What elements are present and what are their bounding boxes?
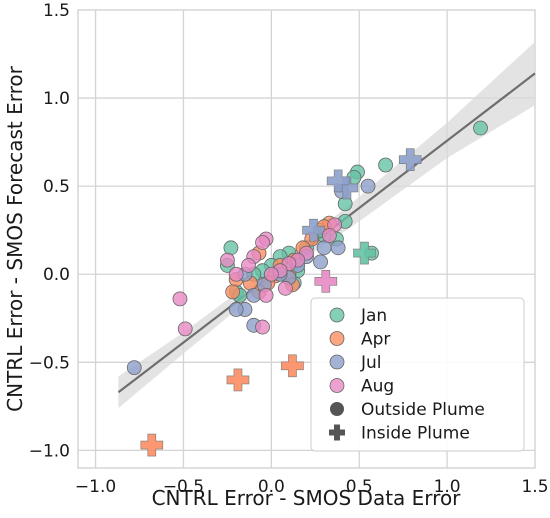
legend: Jan Apr Jul Aug Outside Plume Inside Plume bbox=[310, 297, 525, 452]
point-jul-inside bbox=[398, 148, 422, 172]
x-tick-label: 1.5 bbox=[521, 477, 548, 497]
point-aug-outside bbox=[255, 319, 270, 335]
point-aug-outside bbox=[172, 291, 188, 307]
point-jul-outside bbox=[316, 240, 332, 256]
point-jan-outside bbox=[223, 240, 239, 256]
point-aug-outside bbox=[258, 287, 274, 303]
point-jul-outside bbox=[330, 240, 346, 256]
x-tick-label: 0.0 bbox=[258, 477, 285, 497]
legend-marker-apr bbox=[329, 331, 345, 346]
y-tick-labels: −1.0 −0.5 0.0 0.5 1.0 1.5 bbox=[29, 1, 70, 461]
y-tick-label: −0.5 bbox=[29, 353, 70, 373]
legend-label-jul: Jul bbox=[360, 353, 382, 373]
x-tick-label: −1.0 bbox=[75, 477, 116, 497]
data-points-layer bbox=[126, 120, 488, 457]
point-jan-outside bbox=[473, 120, 488, 136]
point-aug-outside bbox=[278, 280, 293, 296]
point-aug-outside bbox=[177, 321, 193, 337]
y-tick-label: −1.0 bbox=[29, 441, 70, 461]
point-jan-outside bbox=[378, 157, 393, 173]
point-aug-outside bbox=[220, 252, 235, 268]
legend-marker-jul bbox=[329, 354, 345, 370]
x-tick-labels: −1.0 −0.5 0.0 0.5 1.0 1.5 bbox=[75, 477, 549, 497]
y-axis-label: CNTRL Error - SMOS Forecast Error bbox=[3, 65, 27, 411]
legend-marker-aug bbox=[329, 378, 345, 393]
point-jul-outside bbox=[360, 178, 376, 194]
legend-marker-inside-plume bbox=[329, 424, 345, 441]
point-apr-inside bbox=[140, 433, 164, 457]
point-apr-outside bbox=[225, 284, 241, 300]
x-axis-label: CNTRL Error - SMOS Data Error bbox=[152, 486, 462, 510]
legend-marker-outside-plume bbox=[330, 402, 344, 416]
y-tick-label: 1.0 bbox=[43, 89, 70, 109]
legend-label-inside-plume: Inside Plume bbox=[361, 424, 470, 444]
y-tick-label: 0.0 bbox=[43, 265, 70, 285]
point-aug-outside bbox=[255, 235, 270, 250]
point-aug-outside bbox=[241, 258, 256, 273]
point-aug-inside bbox=[314, 269, 338, 293]
legend-box bbox=[310, 297, 525, 452]
point-jul-inside bbox=[326, 169, 350, 193]
point-aug-outside bbox=[263, 266, 279, 282]
point-jul-outside bbox=[246, 287, 262, 303]
point-jul-outside bbox=[313, 254, 328, 270]
point-jul-outside bbox=[126, 360, 142, 375]
x-tick-label: 0.5 bbox=[346, 477, 373, 497]
x-tick-label: −0.5 bbox=[163, 477, 204, 497]
point-apr-inside bbox=[281, 354, 304, 378]
legend-marker-jan bbox=[329, 307, 345, 323]
legend-label-jan: Jan bbox=[360, 306, 387, 326]
point-jul-inside bbox=[302, 218, 325, 242]
point-jul-outside bbox=[228, 302, 244, 317]
legend-label-aug: Aug bbox=[361, 377, 394, 397]
legend-label-outside-plume: Outside Plume bbox=[361, 400, 485, 420]
point-aug-outside bbox=[228, 266, 244, 282]
x-tick-label: 1.0 bbox=[434, 477, 461, 497]
point-aug-outside bbox=[321, 228, 337, 243]
y-tick-label: 0.5 bbox=[43, 177, 70, 197]
y-tick-label: 1.5 bbox=[43, 1, 70, 21]
point-jan-inside bbox=[353, 241, 376, 265]
legend-label-apr: Apr bbox=[361, 330, 390, 350]
point-apr-inside bbox=[226, 368, 250, 392]
